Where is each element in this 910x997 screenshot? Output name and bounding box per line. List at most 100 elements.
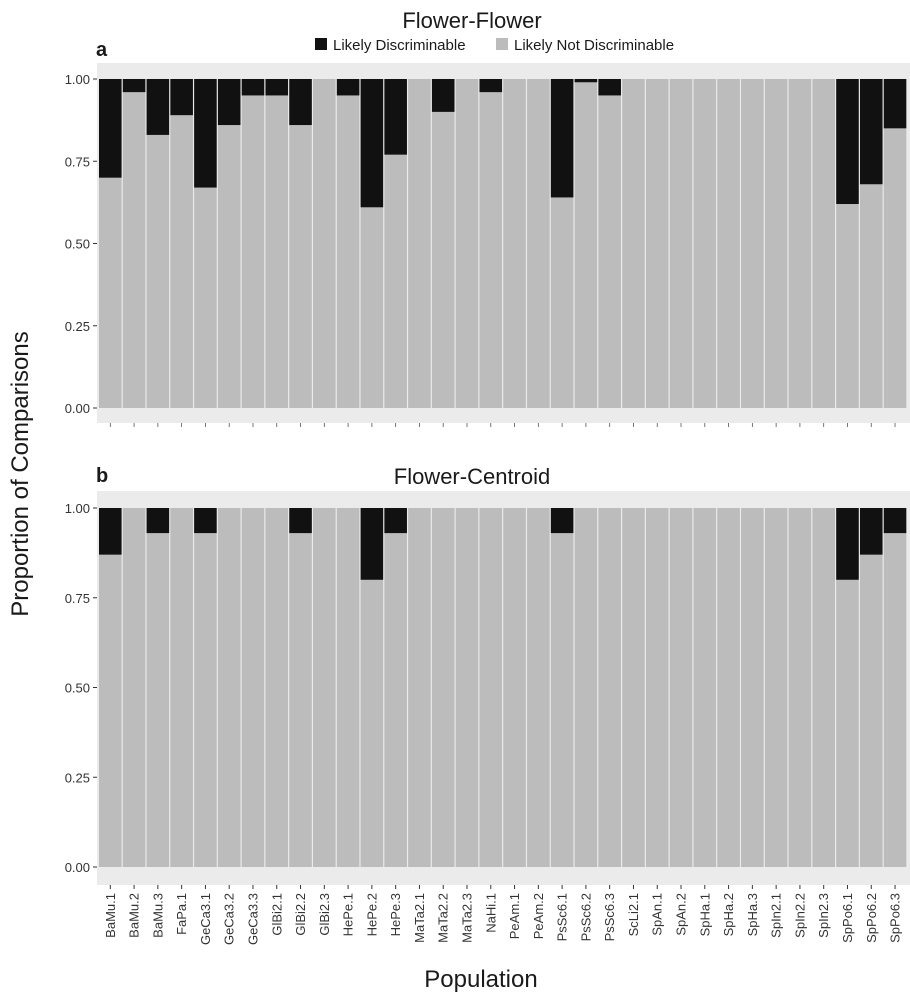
bar-not-discriminable-a-BaMu.3 — [146, 134, 170, 408]
x-tick-label: MaTa2.2 — [436, 893, 451, 943]
bar-discriminable-a-SpPo6.1 — [836, 79, 859, 205]
y-tick-label-b: 0.25 — [65, 770, 90, 785]
bar-not-discriminable-b-PeAm.1 — [503, 508, 526, 867]
bar-not-discriminable-a-PeAm.1 — [503, 79, 526, 408]
bar-not-discriminable-b-GeCa3.3 — [241, 508, 265, 867]
x-tick-label: GlBi2.2 — [293, 893, 308, 936]
bar-not-discriminable-b-PsSc6.1 — [550, 533, 574, 867]
bar-discriminable-a-BaMu.3 — [146, 79, 170, 135]
bar-not-discriminable-b-HePe.1 — [336, 508, 360, 867]
y-tick-label-a: 0.50 — [65, 237, 90, 252]
bar-not-discriminable-a-SpHa.1 — [693, 79, 717, 408]
bar-discriminable-a-PsSc6.3 — [598, 79, 621, 96]
legend-swatch-not-discriminable — [496, 38, 508, 50]
bar-not-discriminable-b-GeCa3.2 — [217, 508, 241, 867]
bar-not-discriminable-b-SpHa.1 — [693, 508, 717, 867]
bar-discriminable-b-BaMu.3 — [146, 508, 170, 534]
bar-not-discriminable-b-SpIn2.3 — [812, 508, 835, 867]
bar-not-discriminable-b-GlBi2.2 — [289, 533, 312, 867]
bar-not-discriminable-a-PsSc6.2 — [574, 82, 598, 408]
x-tick-label: SpAn.1 — [650, 893, 665, 936]
bar-not-discriminable-b-BaMu.2 — [122, 508, 146, 867]
bar-discriminable-a-BaMu.2 — [122, 79, 146, 93]
bar-discriminable-a-GeCa3.1 — [194, 79, 217, 188]
bar-not-discriminable-a-SpIn2.2 — [788, 79, 812, 408]
bar-not-discriminable-b-HePe.3 — [384, 533, 407, 867]
bar-not-discriminable-a-PsSc6.3 — [598, 95, 621, 408]
bar-not-discriminable-a-GeCa3.3 — [241, 95, 265, 408]
x-tick-label: SpPo6.1 — [840, 893, 855, 943]
bar-not-discriminable-b-SpHa.2 — [717, 508, 740, 867]
x-tick-label: GeCa3.3 — [245, 893, 260, 945]
y-tick-label-a: 0.00 — [65, 401, 90, 416]
bar-not-discriminable-b-SpPo6.1 — [836, 579, 859, 867]
bar-discriminable-b-BaMu.1 — [99, 508, 122, 555]
bar-not-discriminable-a-GeCa3.2 — [217, 125, 241, 408]
y-tick-label-b: 0.75 — [65, 591, 90, 606]
bar-discriminable-b-SpPo6.3 — [883, 508, 907, 534]
bar-not-discriminable-b-SpAn.1 — [645, 508, 669, 867]
bar-not-discriminable-b-GeCa3.1 — [194, 533, 217, 867]
bar-discriminable-a-GlBi2.2 — [289, 79, 312, 126]
bar-not-discriminable-a-MaTa2.2 — [431, 111, 455, 409]
legend-label-discriminable: Likely Discriminable — [333, 37, 466, 54]
bar-not-discriminable-a-SpHa.2 — [717, 79, 740, 408]
bar-not-discriminable-b-SpPo6.2 — [859, 554, 883, 867]
bar-not-discriminable-a-SpPo6.3 — [883, 128, 907, 408]
bar-not-discriminable-a-BaMu.2 — [122, 92, 146, 408]
bar-discriminable-a-GeCa3.2 — [217, 79, 241, 126]
y-axis-title: Proportion of Comparisons — [7, 331, 34, 616]
bar-discriminable-b-SpPo6.2 — [859, 508, 883, 555]
bar-not-discriminable-a-PeAm.2 — [527, 79, 550, 408]
bar-discriminable-a-NaHi.1 — [479, 79, 503, 93]
panel-b-bars — [99, 508, 907, 867]
bar-not-discriminable-b-PsSc6.3 — [598, 508, 621, 867]
x-tick-label: PsSc6.1 — [555, 893, 570, 941]
x-tick-label: SpPo6.2 — [864, 893, 879, 943]
bar-not-discriminable-b-MaTa2.3 — [455, 508, 479, 867]
bar-not-discriminable-a-PsSc6.1 — [550, 197, 574, 408]
bar-discriminable-b-GlBi2.2 — [289, 508, 312, 534]
bar-not-discriminable-b-SpIn2.1 — [764, 508, 788, 867]
bar-not-discriminable-a-GlBi2.2 — [289, 125, 312, 408]
x-tick-label: ScLi2.1 — [626, 893, 641, 936]
bar-discriminable-b-PsSc6.1 — [550, 508, 574, 534]
bar-not-discriminable-b-ScLi2.1 — [622, 508, 645, 867]
x-tick-label: SpHa.3 — [745, 893, 760, 936]
x-tick-label: BaMu.3 — [150, 893, 165, 938]
bar-not-discriminable-a-FaPa.1 — [170, 115, 193, 408]
bar-discriminable-a-BaMu.1 — [99, 79, 122, 178]
x-tick-label: PeAm.1 — [507, 893, 522, 939]
bar-not-discriminable-b-MaTa2.1 — [408, 508, 431, 867]
bar-not-discriminable-b-SpHa.3 — [741, 508, 764, 867]
y-tick-label-a: 1.00 — [65, 72, 90, 87]
x-tick-label: BaMu.2 — [127, 893, 142, 938]
bar-not-discriminable-a-HePe.3 — [384, 154, 407, 408]
bar-discriminable-a-HePe.1 — [336, 79, 360, 96]
x-tick-label: SpHa.2 — [721, 893, 736, 936]
bar-not-discriminable-b-SpPo6.3 — [883, 533, 907, 867]
x-tick-label: GlBi2.1 — [269, 893, 284, 936]
panel-b-y-axis: 0.00 0.25 0.50 0.75 1.00 — [65, 501, 97, 875]
x-tick-label: GlBi2.3 — [317, 893, 332, 936]
bar-discriminable-a-PsSc6.2 — [574, 79, 598, 83]
x-axis-title: Population — [424, 966, 537, 993]
y-tick-label-b: 1.00 — [65, 501, 90, 516]
y-tick-label-b: 0.50 — [65, 681, 90, 696]
x-tick-label: MaTa2.1 — [412, 893, 427, 943]
bar-not-discriminable-a-HePe.1 — [336, 95, 360, 408]
bar-not-discriminable-b-GlBi2.3 — [313, 508, 336, 867]
x-tick-label: GeCa3.2 — [222, 893, 237, 945]
bar-discriminable-a-GlBi2.1 — [265, 79, 289, 96]
bar-not-discriminable-a-GeCa3.1 — [194, 187, 217, 408]
bar-not-discriminable-b-SpAn.2 — [669, 508, 693, 867]
bar-not-discriminable-b-PsSc6.2 — [574, 508, 598, 867]
x-tick-label: SpHa.1 — [697, 893, 712, 936]
bar-not-discriminable-b-BaMu.1 — [99, 554, 122, 867]
bar-not-discriminable-b-NaHi.1 — [479, 508, 503, 867]
bar-not-discriminable-a-SpPo6.1 — [836, 204, 859, 408]
y-tick-label-b: 0.00 — [65, 860, 90, 875]
y-tick-label-a: 0.75 — [65, 154, 90, 169]
panel-a-label: a — [96, 39, 108, 61]
x-tick-label: MaTa2.3 — [460, 893, 475, 943]
